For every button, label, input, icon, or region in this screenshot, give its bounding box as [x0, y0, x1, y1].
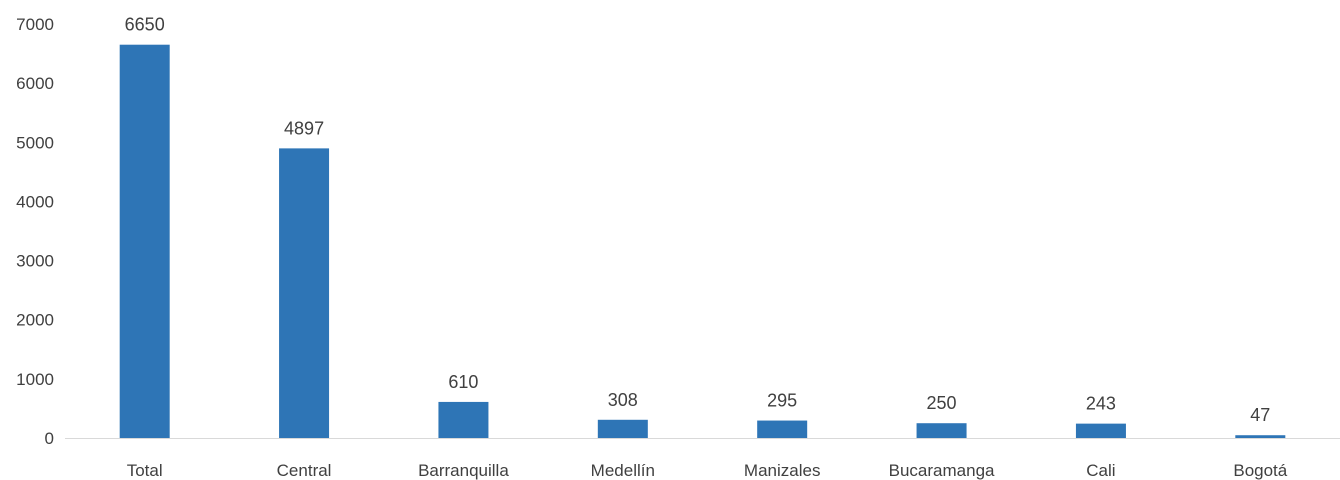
data-label: 250	[927, 393, 957, 413]
bar	[1075, 423, 1126, 438]
category-label: Bogotá	[1233, 461, 1287, 480]
bar	[1235, 435, 1286, 438]
data-label: 243	[1086, 394, 1116, 414]
bar	[438, 401, 489, 438]
bar	[279, 148, 330, 438]
bar	[597, 419, 648, 438]
category-label: Total	[127, 461, 163, 480]
bar	[119, 44, 170, 438]
data-label: 610	[448, 372, 478, 392]
data-label: 6650	[125, 15, 165, 35]
category-label: Manizales	[744, 461, 821, 480]
category-label: Barranquilla	[418, 461, 509, 480]
category-label: Medellín	[591, 461, 655, 480]
y-tick-label: 0	[45, 429, 54, 448]
y-axis: 0 1000 2000 3000 4000 5000 6000 7000	[16, 15, 54, 448]
category-label: Cali	[1086, 461, 1115, 480]
category-label: Bucaramanga	[889, 461, 995, 480]
data-label: 4897	[284, 118, 324, 138]
data-label: 47	[1250, 405, 1270, 425]
y-tick-label: 7000	[16, 15, 54, 34]
plot-area: 6650 4897 610 308 295 250 243 47	[119, 15, 1286, 438]
y-tick-label: 6000	[16, 74, 54, 93]
bar	[916, 423, 967, 438]
data-label: 295	[767, 391, 797, 411]
data-label: 308	[608, 390, 638, 410]
category-label: Central	[277, 461, 332, 480]
y-tick-label: 3000	[16, 252, 54, 271]
y-tick-label: 4000	[16, 192, 54, 211]
y-tick-label: 5000	[16, 133, 54, 152]
bar	[757, 420, 808, 438]
x-axis: Total Central Barranquilla Medellín Manizale…	[127, 461, 1288, 480]
y-tick-label: 1000	[16, 370, 54, 389]
y-tick-label: 2000	[16, 311, 54, 330]
